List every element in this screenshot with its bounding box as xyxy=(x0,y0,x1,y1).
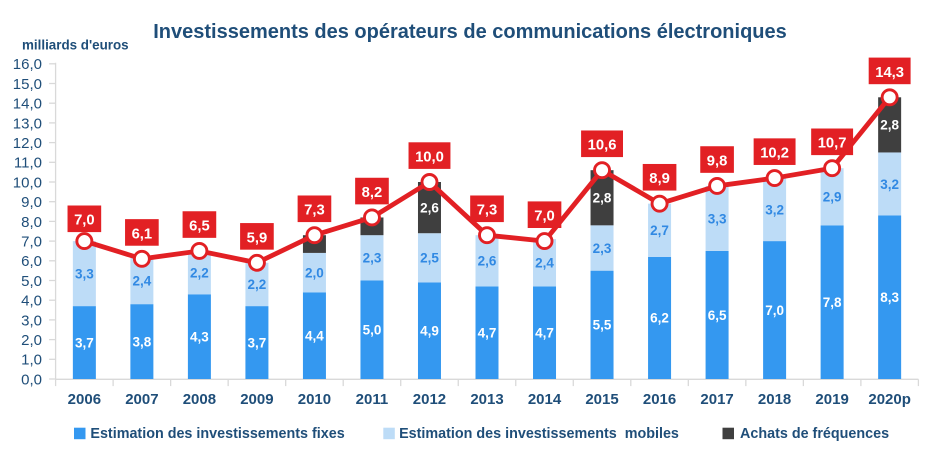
svg-text:4,7: 4,7 xyxy=(535,326,554,341)
svg-text:8,3: 8,3 xyxy=(880,290,899,305)
svg-text:9,0: 9,0 xyxy=(21,194,42,211)
svg-text:2,6: 2,6 xyxy=(478,254,497,269)
svg-text:2020p: 2020p xyxy=(868,391,911,408)
svg-text:10,6: 10,6 xyxy=(588,138,617,154)
svg-text:7,3: 7,3 xyxy=(477,203,498,219)
svg-text:2015: 2015 xyxy=(585,391,618,408)
svg-text:4,7: 4,7 xyxy=(478,326,497,341)
svg-text:2,8: 2,8 xyxy=(880,118,899,133)
svg-text:0,0: 0,0 xyxy=(21,371,42,388)
svg-text:10,2: 10,2 xyxy=(760,146,789,162)
svg-text:4,9: 4,9 xyxy=(420,324,439,339)
svg-text:2008: 2008 xyxy=(183,391,216,408)
svg-text:3,2: 3,2 xyxy=(765,202,784,217)
svg-text:4,4: 4,4 xyxy=(305,328,324,343)
svg-text:10,0: 10,0 xyxy=(13,174,42,191)
svg-text:8,2: 8,2 xyxy=(362,185,383,201)
svg-text:14,3: 14,3 xyxy=(875,65,904,81)
svg-text:6,5: 6,5 xyxy=(708,308,727,323)
svg-text:6,0: 6,0 xyxy=(21,253,42,270)
svg-text:6,5: 6,5 xyxy=(189,218,210,234)
svg-text:2007: 2007 xyxy=(125,391,158,408)
svg-text:6,2: 6,2 xyxy=(650,311,669,326)
svg-text:14,0: 14,0 xyxy=(13,96,42,113)
svg-text:7,0: 7,0 xyxy=(534,209,555,225)
svg-text:2009: 2009 xyxy=(240,391,273,408)
svg-text:3,2: 3,2 xyxy=(880,177,899,192)
svg-text:2,4: 2,4 xyxy=(535,256,554,271)
svg-text:10,0: 10,0 xyxy=(415,150,444,166)
svg-text:3,8: 3,8 xyxy=(132,334,151,349)
svg-text:12,0: 12,0 xyxy=(13,135,42,152)
svg-text:Investissements des opérateurs: Investissements des opérateurs de commun… xyxy=(153,21,787,43)
svg-text:5,5: 5,5 xyxy=(593,318,612,333)
svg-text:7,0: 7,0 xyxy=(74,213,95,229)
svg-text:2010: 2010 xyxy=(298,391,331,408)
svg-text:2018: 2018 xyxy=(758,391,791,408)
svg-text:2,5: 2,5 xyxy=(420,251,439,266)
svg-text:2006: 2006 xyxy=(68,391,101,408)
svg-text:2,2: 2,2 xyxy=(190,265,209,280)
svg-text:2016: 2016 xyxy=(643,391,676,408)
svg-text:2011: 2011 xyxy=(356,391,389,408)
svg-text:16,0: 16,0 xyxy=(13,56,42,73)
svg-text:6,1: 6,1 xyxy=(132,226,153,242)
svg-text:2,9: 2,9 xyxy=(823,190,842,205)
svg-text:13,0: 13,0 xyxy=(13,115,42,132)
svg-text:2017: 2017 xyxy=(700,391,733,408)
svg-text:15,0: 15,0 xyxy=(13,76,42,93)
svg-text:10,7: 10,7 xyxy=(818,136,847,152)
svg-text:2,3: 2,3 xyxy=(593,241,612,256)
svg-text:2,2: 2,2 xyxy=(248,277,267,292)
svg-text:2,4: 2,4 xyxy=(132,273,151,288)
svg-text:9,8: 9,8 xyxy=(707,153,728,169)
svg-text:4,3: 4,3 xyxy=(190,329,209,344)
svg-text:11,0: 11,0 xyxy=(14,155,42,172)
svg-text:2019: 2019 xyxy=(815,391,848,408)
svg-text:1,0: 1,0 xyxy=(21,352,42,369)
svg-text:3,7: 3,7 xyxy=(248,335,267,350)
svg-text:5,0: 5,0 xyxy=(363,323,382,338)
svg-text:7,0: 7,0 xyxy=(765,303,784,318)
svg-text:3,0: 3,0 xyxy=(21,312,42,329)
svg-text:2,3: 2,3 xyxy=(363,251,382,266)
svg-text:2,6: 2,6 xyxy=(420,200,439,215)
svg-text:2,7: 2,7 xyxy=(650,223,669,238)
svg-text:2012: 2012 xyxy=(413,391,446,408)
svg-text:milliards d'euros: milliards d'euros xyxy=(22,38,129,53)
svg-text:Estimation des investissements: Estimation des investissements fixes xyxy=(90,426,344,442)
svg-text:3,7: 3,7 xyxy=(75,335,94,350)
svg-text:2014: 2014 xyxy=(528,391,562,408)
svg-text:2,0: 2,0 xyxy=(21,332,42,349)
svg-text:7,8: 7,8 xyxy=(823,295,842,310)
svg-text:7,3: 7,3 xyxy=(304,203,325,219)
svg-text:3,3: 3,3 xyxy=(75,266,94,281)
svg-text:2013: 2013 xyxy=(470,391,503,408)
svg-text:Achats de fréquences: Achats de fréquences xyxy=(740,426,889,442)
svg-text:3,3: 3,3 xyxy=(708,211,727,226)
svg-text:Estimation des investissements: Estimation des investissements mobiles xyxy=(399,426,679,442)
svg-text:8,9: 8,9 xyxy=(649,171,670,187)
svg-text:2,0: 2,0 xyxy=(305,265,324,280)
svg-text:7,0: 7,0 xyxy=(21,234,42,251)
svg-text:8,0: 8,0 xyxy=(21,214,42,231)
svg-text:2,8: 2,8 xyxy=(593,191,612,206)
svg-text:5,0: 5,0 xyxy=(21,273,42,290)
svg-text:4,0: 4,0 xyxy=(21,293,42,310)
svg-text:5,9: 5,9 xyxy=(247,230,268,246)
